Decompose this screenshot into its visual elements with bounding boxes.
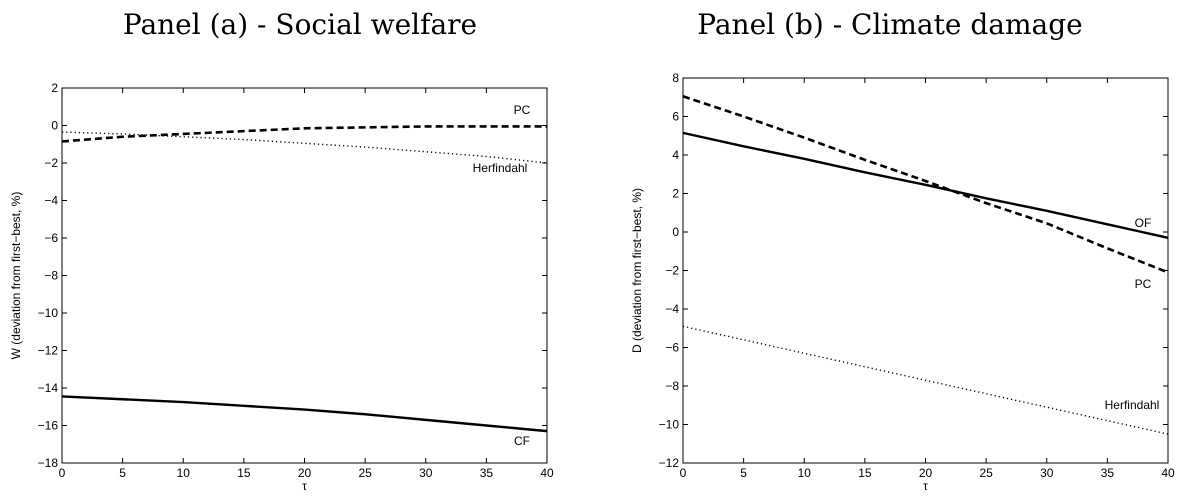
y-tick-label: 2 bbox=[51, 81, 58, 95]
x-tick-label: 40 bbox=[1161, 466, 1175, 480]
x-tick-label: 0 bbox=[59, 466, 66, 480]
series-line-pc bbox=[61, 125, 547, 143]
y-tick-label: −8 bbox=[44, 269, 58, 283]
x-tick-label: 15 bbox=[237, 466, 251, 480]
panel-a-plot: 0 5 10 15 20 25 30 35 40 −18 −16 −14 −12 −10 −8 −6 −4 −2 0… bbox=[9, 81, 554, 493]
y-tick-label: −6 bbox=[44, 231, 58, 245]
series-line-cf bbox=[61, 395, 548, 433]
x-tick-label: 5 bbox=[119, 466, 126, 480]
y-tick-label: 0 bbox=[51, 119, 58, 133]
x-tick-label: 35 bbox=[480, 466, 494, 480]
y-tick-label: 6 bbox=[672, 110, 679, 124]
x-tick-label: 30 bbox=[1040, 466, 1054, 480]
series-line-pc bbox=[682, 95, 1169, 274]
x-tick-label: 20 bbox=[298, 466, 312, 480]
y-tick-label: −2 bbox=[44, 156, 58, 170]
y-tick-label: −8 bbox=[665, 379, 679, 393]
series-label-of: OF bbox=[1135, 216, 1152, 230]
x-tick-label: 25 bbox=[979, 466, 993, 480]
y-axis-label: D (deviation from first−best, %) bbox=[630, 188, 644, 353]
y-tick-label: −10 bbox=[659, 418, 680, 432]
x-tick-label: 5 bbox=[740, 466, 747, 480]
series-label-herfindahl: Herfindahl bbox=[1105, 398, 1160, 412]
y-tick-label: −4 bbox=[44, 194, 58, 208]
panel-b-plot: 0 5 10 15 20 25 30 35 40 −12 −10 −8 −6 −4 −2 0 2 4 6 8 τ D (d… bbox=[630, 71, 1175, 493]
y-tick-label: −14 bbox=[38, 381, 59, 395]
x-tick-label: 40 bbox=[540, 466, 554, 480]
y-tick-label: −6 bbox=[665, 341, 679, 355]
panel-b-title: Panel (b) - Climate damage bbox=[697, 8, 1083, 41]
x-tick-label: 10 bbox=[177, 466, 191, 480]
x-axis-label: τ bbox=[923, 479, 928, 493]
panel-a-title: Panel (a) - Social welfare bbox=[122, 8, 478, 41]
y-tick-label: 2 bbox=[672, 187, 679, 201]
panel-a-axes-frame bbox=[61, 87, 548, 464]
x-axis-label: τ bbox=[302, 479, 307, 493]
y-tick-label: −12 bbox=[38, 344, 59, 358]
panel-b-axes-frame bbox=[682, 77, 1169, 464]
series-line-herfindahl bbox=[61, 131, 548, 164]
y-tick-label: −10 bbox=[38, 306, 59, 320]
x-tick-label: 10 bbox=[798, 466, 812, 480]
series-line-of bbox=[682, 131, 1169, 239]
y-tick-label: −4 bbox=[665, 302, 679, 316]
series-line-herfindahl bbox=[682, 325, 1169, 435]
y-tick-label: 4 bbox=[672, 148, 679, 162]
y-tick-label: −2 bbox=[665, 264, 679, 278]
series-label-herfindahl: Herfindahl bbox=[473, 161, 528, 175]
series-label-cf: CF bbox=[514, 434, 530, 448]
x-tick-label: 15 bbox=[858, 466, 872, 480]
y-tick-label: −12 bbox=[659, 456, 680, 470]
x-tick-label: 20 bbox=[919, 466, 933, 480]
y-tick-label: −16 bbox=[38, 419, 59, 433]
y-tick-label: −18 bbox=[38, 456, 59, 470]
y-tick-label: 0 bbox=[672, 225, 679, 239]
series-label-pc: PC bbox=[1135, 277, 1152, 291]
x-tick-label: 0 bbox=[680, 466, 687, 480]
x-tick-label: 35 bbox=[1101, 466, 1115, 480]
y-tick-label: 8 bbox=[672, 71, 679, 85]
x-tick-label: 30 bbox=[419, 466, 433, 480]
y-axis-label: W (deviation from first−best, %) bbox=[9, 192, 23, 360]
series-label-pc: PC bbox=[514, 103, 531, 117]
x-tick-label: 25 bbox=[358, 466, 372, 480]
